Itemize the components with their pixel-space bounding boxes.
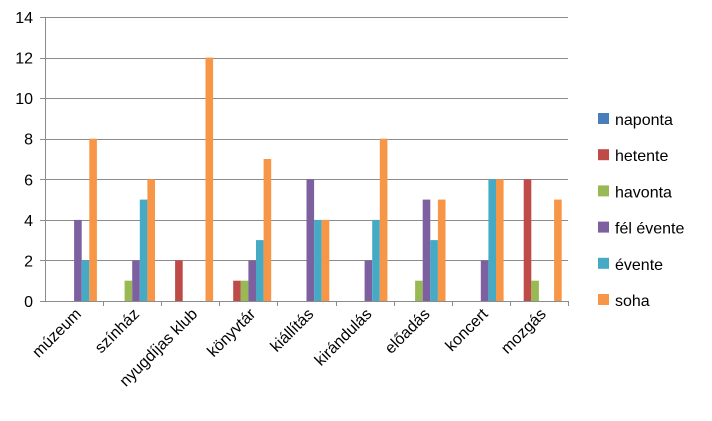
- category-label: mozgás: [498, 306, 550, 358]
- bar-soha-2: [205, 57, 214, 301]
- bar-évente-5: [372, 219, 380, 301]
- y-tick-label: 12: [15, 51, 33, 68]
- bar-évente-7: [488, 179, 496, 301]
- bar-soha-7: [496, 179, 504, 301]
- y-axis-ticks: 0 2 4 6 8 10 12 14: [15, 10, 45, 311]
- bar-hetente-8: [523, 179, 532, 301]
- legend-label: havonta: [615, 184, 672, 201]
- bar-soha-3: [263, 159, 272, 301]
- legend-swatch: [598, 257, 609, 269]
- bar-fél-évente-1: [132, 260, 140, 301]
- bar-fél-évente-0: [74, 219, 82, 301]
- bar-havonta-8: [531, 280, 539, 301]
- y-tick-label: 8: [24, 132, 33, 149]
- y-tick-label: 4: [24, 213, 33, 230]
- bar-soha-6: [437, 199, 446, 301]
- bar-soha-5: [379, 138, 388, 301]
- bar-havonta-1: [124, 280, 133, 301]
- y-tick-label: 0: [24, 294, 33, 311]
- bar-havonta-6: [415, 280, 423, 301]
- axes: [45, 17, 569, 306]
- bar-soha-4: [321, 219, 330, 301]
- category-label: kiállítás: [268, 306, 318, 356]
- bar-hetente-2: [175, 260, 183, 301]
- bar-évente-1: [139, 199, 148, 301]
- legend-swatch: [598, 149, 609, 161]
- bar-fél-évente-4: [306, 179, 315, 301]
- bar-soha-8: [554, 199, 562, 301]
- bar-havonta-3: [240, 280, 249, 301]
- legend-swatch: [598, 294, 609, 305]
- legend-swatch: [598, 185, 609, 197]
- y-tick-label: 10: [15, 91, 33, 108]
- legend-label: fél évente: [615, 221, 684, 238]
- bar-soha-1: [147, 179, 155, 301]
- category-label: múzeum: [29, 306, 84, 361]
- bar-évente-4: [314, 219, 322, 301]
- bars: [74, 57, 562, 301]
- bar-soha-0: [89, 138, 97, 301]
- category-label: színház: [92, 306, 143, 357]
- bar-évente-0: [81, 260, 90, 301]
- category-label: könyvtár: [204, 305, 259, 360]
- bar-fél-évente-7: [480, 260, 489, 301]
- category-label: koncert: [443, 305, 493, 355]
- bar-hetente-3: [233, 280, 241, 301]
- legend-label: soha: [615, 293, 650, 310]
- bar-fél-évente-5: [364, 260, 373, 301]
- legend-swatch: [598, 221, 609, 233]
- y-tick-label: 6: [24, 172, 33, 189]
- bar-fél-évente-3: [248, 260, 256, 301]
- legend: naponta hetente havonta fél évente évente soh…: [598, 112, 684, 310]
- bar-évente-6: [430, 240, 438, 301]
- category-label: kirándulás: [312, 306, 376, 370]
- legend-label: évente: [615, 257, 663, 274]
- bar-évente-3: [256, 240, 264, 301]
- y-tick-label: 14: [15, 10, 33, 27]
- category-label: előadás: [382, 306, 434, 358]
- legend-swatch: [598, 113, 609, 124]
- bar-fél-évente-6: [422, 199, 431, 301]
- legend-label: naponta: [615, 112, 673, 129]
- y-tick-label: 2: [24, 253, 33, 270]
- legend-label: hetente: [615, 148, 668, 165]
